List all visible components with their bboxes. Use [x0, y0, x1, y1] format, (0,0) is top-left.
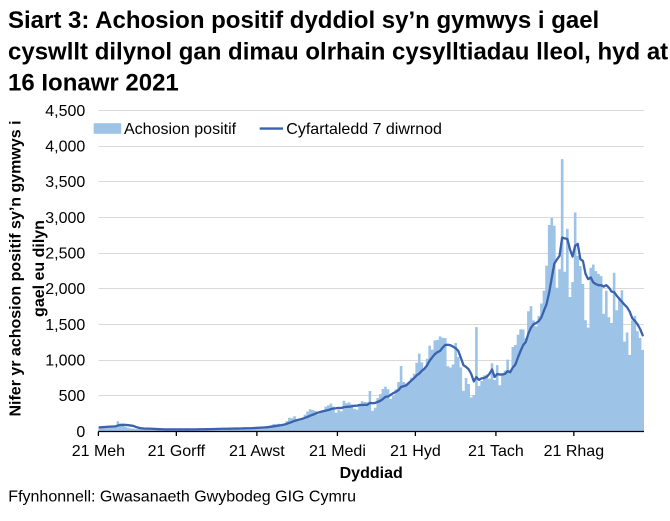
svg-text:21 Medi: 21 Medi: [309, 443, 366, 460]
svg-text:Nifer yr achosion positif sy’n: Nifer yr achosion positif sy’n gymwys i: [8, 120, 25, 416]
svg-text:21 Tach: 21 Tach: [468, 443, 524, 460]
svg-text:2,000: 2,000: [45, 281, 85, 298]
svg-text:Cyfartaledd 7 diwrnod: Cyfartaledd 7 diwrnod: [286, 121, 442, 138]
svg-text:gael eu dilyn: gael eu dilyn: [31, 220, 48, 317]
svg-text:21 Hyd: 21 Hyd: [390, 443, 441, 460]
svg-text:500: 500: [59, 388, 86, 405]
svg-text:3,000: 3,000: [45, 210, 85, 227]
svg-text:0: 0: [76, 424, 85, 441]
svg-text:Siart 3: Achosion positif dydd: Siart 3: Achosion positif dyddiol sy’n g…: [8, 7, 599, 34]
svg-text:cyswllt dilynol gan dimau olrh: cyswllt dilynol gan dimau olrhain cysyll…: [8, 38, 668, 65]
svg-text:21 Meh: 21 Meh: [72, 443, 125, 460]
svg-text:3,500: 3,500: [45, 174, 85, 191]
svg-text:16 Ionawr 2021: 16 Ionawr 2021: [8, 70, 179, 97]
svg-text:21 Rhag: 21 Rhag: [544, 443, 605, 460]
svg-text:2,500: 2,500: [45, 246, 85, 263]
svg-text:Ffynhonnell: Gwasanaeth Gwybod: Ffynhonnell: Gwasanaeth Gwybodeg GIG Cym…: [8, 488, 356, 505]
svg-text:4,000: 4,000: [45, 139, 85, 156]
svg-text:Dyddiad: Dyddiad: [340, 465, 403, 482]
svg-text:1,000: 1,000: [45, 353, 85, 370]
svg-text:1,500: 1,500: [45, 317, 85, 334]
svg-text:21 Gorff: 21 Gorff: [148, 443, 206, 460]
svg-text:21 Awst: 21 Awst: [229, 443, 285, 460]
svg-text:4,500: 4,500: [45, 103, 85, 120]
svg-text:Achosion positif: Achosion positif: [124, 121, 237, 138]
